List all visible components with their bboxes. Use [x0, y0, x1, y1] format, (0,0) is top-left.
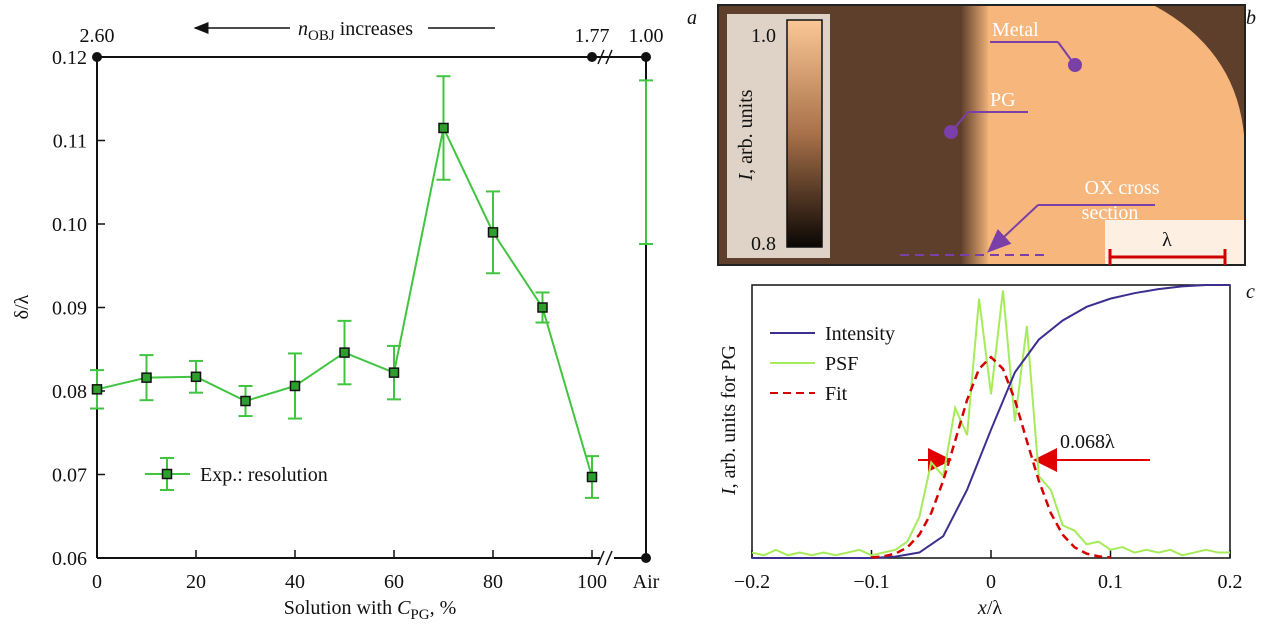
colorbar-max: 1.0 [751, 25, 776, 47]
x-axis-title: x/λ [977, 597, 1002, 619]
panel-label: c [1246, 281, 1255, 303]
top-tick [587, 52, 597, 62]
y-tick-label: 0.12 [52, 47, 87, 69]
y-axis-title: δ/λ [11, 294, 33, 319]
y-tick-label: 0.07 [52, 465, 87, 487]
x-tick-label: 60 [384, 571, 404, 593]
x-tick-label: 0 [986, 571, 996, 593]
top-tick [92, 52, 102, 62]
label-ox-2: section [1082, 202, 1139, 224]
scale-bar-label: λ [1162, 229, 1172, 251]
legend: Exp.: resolution [145, 458, 328, 490]
y-tick-label: 0.10 [52, 214, 87, 236]
top-axis-title: nOBJ increases [298, 18, 413, 44]
data-line [97, 128, 592, 477]
x-tick-label: 0.1 [1098, 571, 1123, 593]
symbol: n [298, 18, 308, 40]
panel-c-frame [752, 285, 1230, 558]
y-axis-title: I, arb. units for PG [718, 345, 740, 496]
y-tick-label: 0.06 [52, 548, 87, 570]
top-tick-label: 2.60 [80, 25, 115, 47]
marker [93, 385, 102, 394]
x-tick-label: 100 [577, 571, 607, 593]
legend-label: Exp.: resolution [200, 464, 328, 486]
x-tick-label: −0.2 [734, 571, 770, 593]
marker [340, 348, 349, 357]
marker [192, 372, 201, 381]
panel-a-frame [97, 50, 646, 565]
marker [489, 228, 498, 237]
legend-label: Intensity [825, 323, 895, 345]
text: increases [335, 18, 414, 40]
subscript: OBJ [308, 28, 335, 44]
y-tick-label: 0.08 [52, 381, 87, 403]
top-tick-label: 1.00 [629, 25, 664, 47]
x-tick-label: 20 [186, 571, 206, 593]
x-tick-label: −0.1 [853, 571, 889, 593]
marker [142, 373, 151, 382]
x-tick-label: Air [633, 571, 660, 593]
symbol: x [977, 597, 987, 619]
text: , % [430, 597, 457, 619]
series-line [752, 290, 1230, 555]
label-metal: Metal [992, 19, 1039, 41]
colorbar-title: I, arb. units [735, 89, 757, 181]
marker [538, 303, 547, 312]
x-tick-label: 0.2 [1218, 571, 1243, 593]
symbol: C [397, 597, 411, 619]
x-tick-label: 0 [92, 571, 102, 593]
panel-label: a [687, 7, 697, 29]
legend-label: PSF [825, 353, 858, 375]
label-ox: OX cross [1085, 177, 1160, 199]
top-tick-label: 1.77 [575, 25, 610, 47]
error-bar [639, 80, 653, 244]
marker [390, 368, 399, 377]
x-tick-label: 80 [483, 571, 503, 593]
x-tick-label: 40 [285, 571, 305, 593]
marker [291, 381, 300, 390]
legend-marker [163, 470, 172, 479]
annotation: 0.068λ [1060, 431, 1115, 453]
text: Solution with [284, 597, 397, 619]
text: /λ [987, 597, 1003, 619]
legend-label: Fit [825, 383, 848, 405]
subscript: PG [410, 607, 429, 623]
top-tick [641, 52, 651, 62]
y-tick-label: 0.09 [52, 298, 87, 320]
text: , arb. units [735, 89, 757, 174]
marker [588, 473, 597, 482]
marker [241, 397, 250, 406]
series-line [752, 285, 1230, 558]
text: , arb. units for PG [718, 345, 740, 488]
marker [439, 123, 448, 132]
figure: nOBJ increases Solution with CPG, % δ/λ … [0, 0, 1261, 626]
x-axis-title: Solution with CPG, % [284, 597, 457, 623]
axis-dot [641, 553, 651, 563]
label-pg: PG [990, 89, 1016, 111]
panel-label: b [1246, 7, 1256, 29]
y-tick-label: 0.11 [53, 131, 87, 153]
micrograph [718, 5, 1245, 265]
colorbar-min: 0.8 [751, 233, 776, 255]
